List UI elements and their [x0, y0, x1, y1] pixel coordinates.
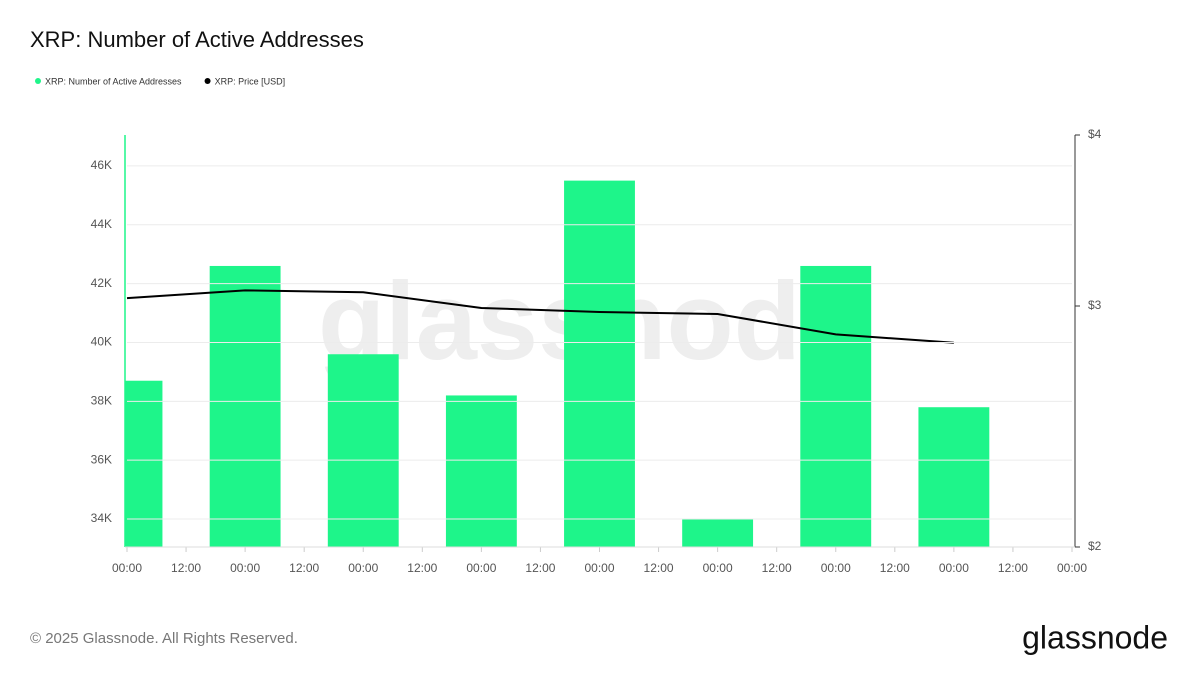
chart-title: XRP: Number of Active Addresses [30, 27, 364, 52]
bar [918, 407, 990, 547]
x-tick-label: 12:00 [762, 561, 792, 575]
legend-label: XRP: Price [USD] [215, 76, 286, 86]
x-tick-label: 00:00 [584, 561, 614, 575]
x-tick-label: 00:00 [939, 561, 969, 575]
legend-marker [35, 78, 41, 84]
x-tick-label: 00:00 [1057, 561, 1087, 575]
y-tick-label: 36K [91, 452, 112, 466]
x-tick-label: 12:00 [171, 561, 201, 575]
logo: glassnode [1022, 619, 1168, 655]
x-tick-label: 12:00 [644, 561, 674, 575]
bar [800, 265, 872, 547]
y-tick-label: 46K [91, 158, 112, 172]
y-tick-label: 40K [91, 335, 112, 349]
bar [445, 395, 517, 547]
bar [564, 180, 635, 547]
y-tick-label: 44K [91, 217, 112, 231]
x-tick-label: 00:00 [112, 561, 142, 575]
bar [682, 519, 754, 547]
y-tick-label: 42K [91, 276, 112, 290]
price-line [126, 289, 954, 344]
x-tick-label: 00:00 [348, 561, 378, 575]
y2-tick-label: $2 [1088, 539, 1102, 553]
y2-tick-label: $4 [1088, 127, 1102, 141]
x-tick-label: 12:00 [880, 561, 910, 575]
x-tick-label: 00:00 [703, 561, 733, 575]
x-tick-label: 12:00 [525, 561, 555, 575]
x-tick-label: 12:00 [407, 561, 437, 575]
legend-marker [204, 78, 211, 84]
y-tick-label: 34K [91, 511, 112, 525]
footer: © 2025 Glassnode. All Rights Reserved. [30, 630, 298, 647]
x-tick-label: 00:00 [821, 561, 851, 575]
x-tick-label: 00:00 [230, 561, 260, 575]
y2-tick-label: $3 [1088, 298, 1102, 312]
y-tick-label: 38K [91, 394, 112, 408]
bar [209, 265, 281, 547]
x-tick-label: 12:00 [998, 561, 1028, 575]
x-tick-label: 12:00 [289, 561, 319, 575]
bar [327, 354, 399, 547]
legend-label: XRP: Number of Active Addresses [45, 76, 182, 86]
x-tick-label: 00:00 [466, 561, 496, 575]
